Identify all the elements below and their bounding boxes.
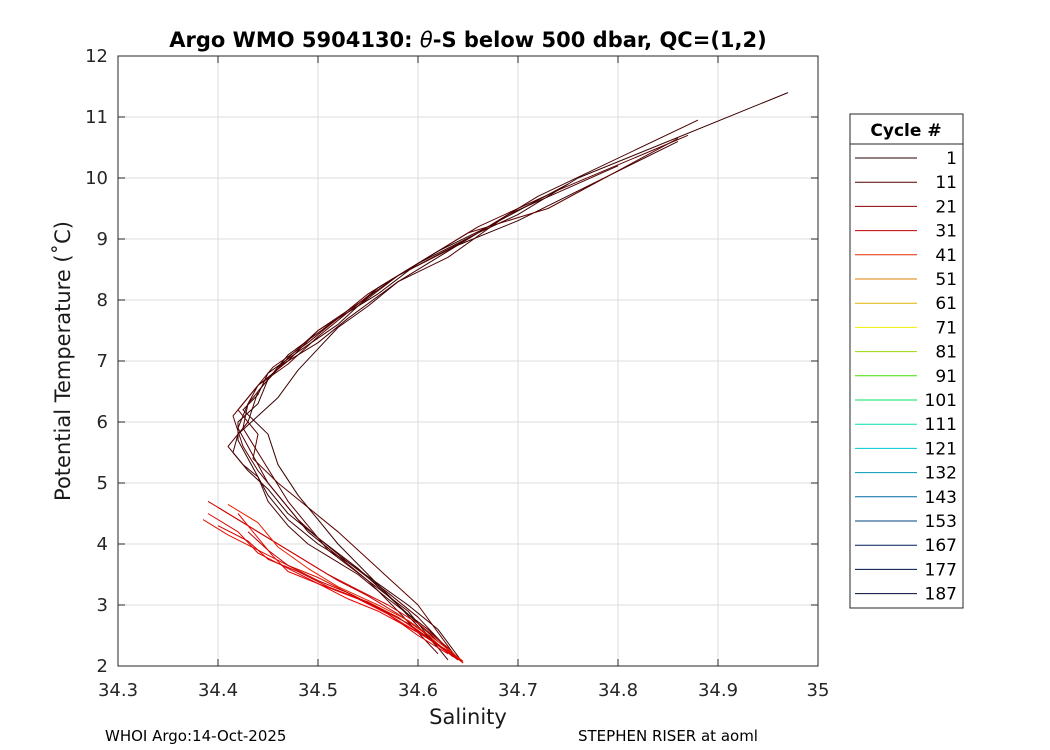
legend-label: 21 [935, 197, 957, 217]
series-line-red-profile-c [217, 506, 454, 658]
x-tick-label: 34.6 [398, 680, 438, 701]
y-tick-label: 5 [97, 473, 108, 494]
y-axis-label: Potential Temperature (˚C) [51, 221, 75, 501]
legend-entries: 1112131415161718191101111121132143153167… [855, 149, 957, 605]
series-line-red-profile-f [227, 503, 464, 662]
y-tick-label: 7 [97, 351, 108, 372]
x-tick-label: 34.7 [498, 680, 538, 701]
legend-label: 11 [935, 173, 957, 193]
legend-label: 91 [935, 367, 957, 387]
x-axis-label: Salinity [429, 705, 507, 729]
x-tick-label: 34.4 [198, 680, 238, 701]
legend-label: 41 [935, 246, 957, 266]
chart-title: Argo WMO 5904130: θ-S below 500 dbar, QC… [169, 28, 766, 52]
series-line-red-profile-g [247, 531, 459, 661]
legend-label: 187 [925, 585, 957, 605]
footer-right: STEPHEN RISER at aoml [578, 727, 758, 745]
grid [118, 56, 818, 666]
y-tick-label: 9 [97, 229, 108, 250]
legend-label: 153 [925, 512, 957, 532]
y-tick-label: 2 [97, 656, 108, 677]
legend-label: 121 [925, 439, 957, 459]
legend-label: 143 [925, 488, 957, 508]
legend-label: 101 [925, 391, 957, 411]
y-tick-label: 10 [85, 168, 108, 189]
legend-label: 31 [935, 222, 957, 242]
x-tick-label: 34.5 [298, 680, 338, 701]
y-tick-label: 6 [97, 412, 108, 433]
legend: Cycle # 11121314151617181911011111211321… [849, 113, 964, 609]
series-group [202, 92, 789, 664]
legend-label: 177 [925, 560, 957, 580]
legend-label: 167 [925, 536, 957, 556]
y-tick-label: 8 [97, 290, 108, 311]
y-tick-label: 11 [85, 107, 108, 128]
legend-label: 81 [935, 343, 957, 363]
series-line-red-profile-h [207, 513, 449, 655]
footer-left: WHOI Argo:14-Oct-2025 [105, 727, 286, 745]
legend-label: 61 [935, 294, 957, 314]
x-tick-label: 34.8 [598, 680, 638, 701]
tick-group: 34.3 34.4 34.5 34.6 34.7 34.8 34.9 35 2 3 4 5 6 7 8 9 10… [85, 46, 829, 701]
legend-box [849, 113, 964, 609]
legend-label: 132 [925, 464, 957, 484]
legend-label: 71 [935, 318, 957, 338]
x-tick-label: 34.9 [698, 680, 738, 701]
series-line-dark-profile-f [227, 165, 619, 661]
x-tick-label: 35 [807, 680, 830, 701]
legend-label: 111 [925, 415, 957, 435]
series-line-dark-profile-h [242, 208, 519, 655]
series-line-red-profile-e [217, 525, 459, 661]
y-tick-label: 12 [85, 46, 108, 67]
y-tick-label: 3 [97, 595, 108, 616]
y-tick-label: 4 [97, 534, 108, 555]
x-tick-label: 34.3 [98, 680, 138, 701]
legend-title: Cycle # [870, 121, 941, 141]
legend-label: 51 [935, 270, 957, 290]
legend-label: 1 [946, 149, 957, 169]
